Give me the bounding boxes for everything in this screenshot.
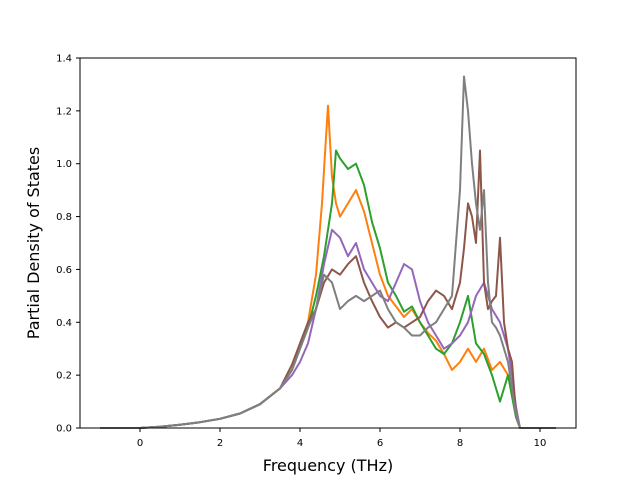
y-axis-ticks: 0.0 0.2 0.4 0.6 0.8 1.0 1.2 1.4 [56,54,80,435]
y-tick-label: 0.0 [56,424,72,435]
y-tick-label: 1.2 [56,106,72,117]
x-tick-label: 4 [297,438,303,449]
x-tick-label: 10 [534,438,547,449]
y-tick-label: 0.2 [56,371,72,382]
x-tick-label: 2 [217,438,223,449]
x-tick-label: 8 [457,438,463,449]
series-line-2 [100,149,556,429]
y-tick-label: 1.4 [56,54,72,65]
series-line-4 [100,149,556,429]
y-tick-label: 0.6 [56,265,72,276]
y-tick-label: 0.4 [56,318,72,329]
y-axis-label: Partial Density of States [24,147,43,339]
y-tick-label: 1.0 [56,159,72,170]
x-tick-label: 6 [377,438,383,449]
x-axis-label: Frequency (THz) [263,456,393,475]
series-layer [100,75,556,429]
x-tick-label: 0 [137,438,143,449]
plot-frame [79,57,577,429]
series-line-5 [100,75,556,429]
y-tick-label: 0.8 [56,212,72,223]
x-axis-ticks: 0 2 4 6 8 10 [137,428,547,449]
